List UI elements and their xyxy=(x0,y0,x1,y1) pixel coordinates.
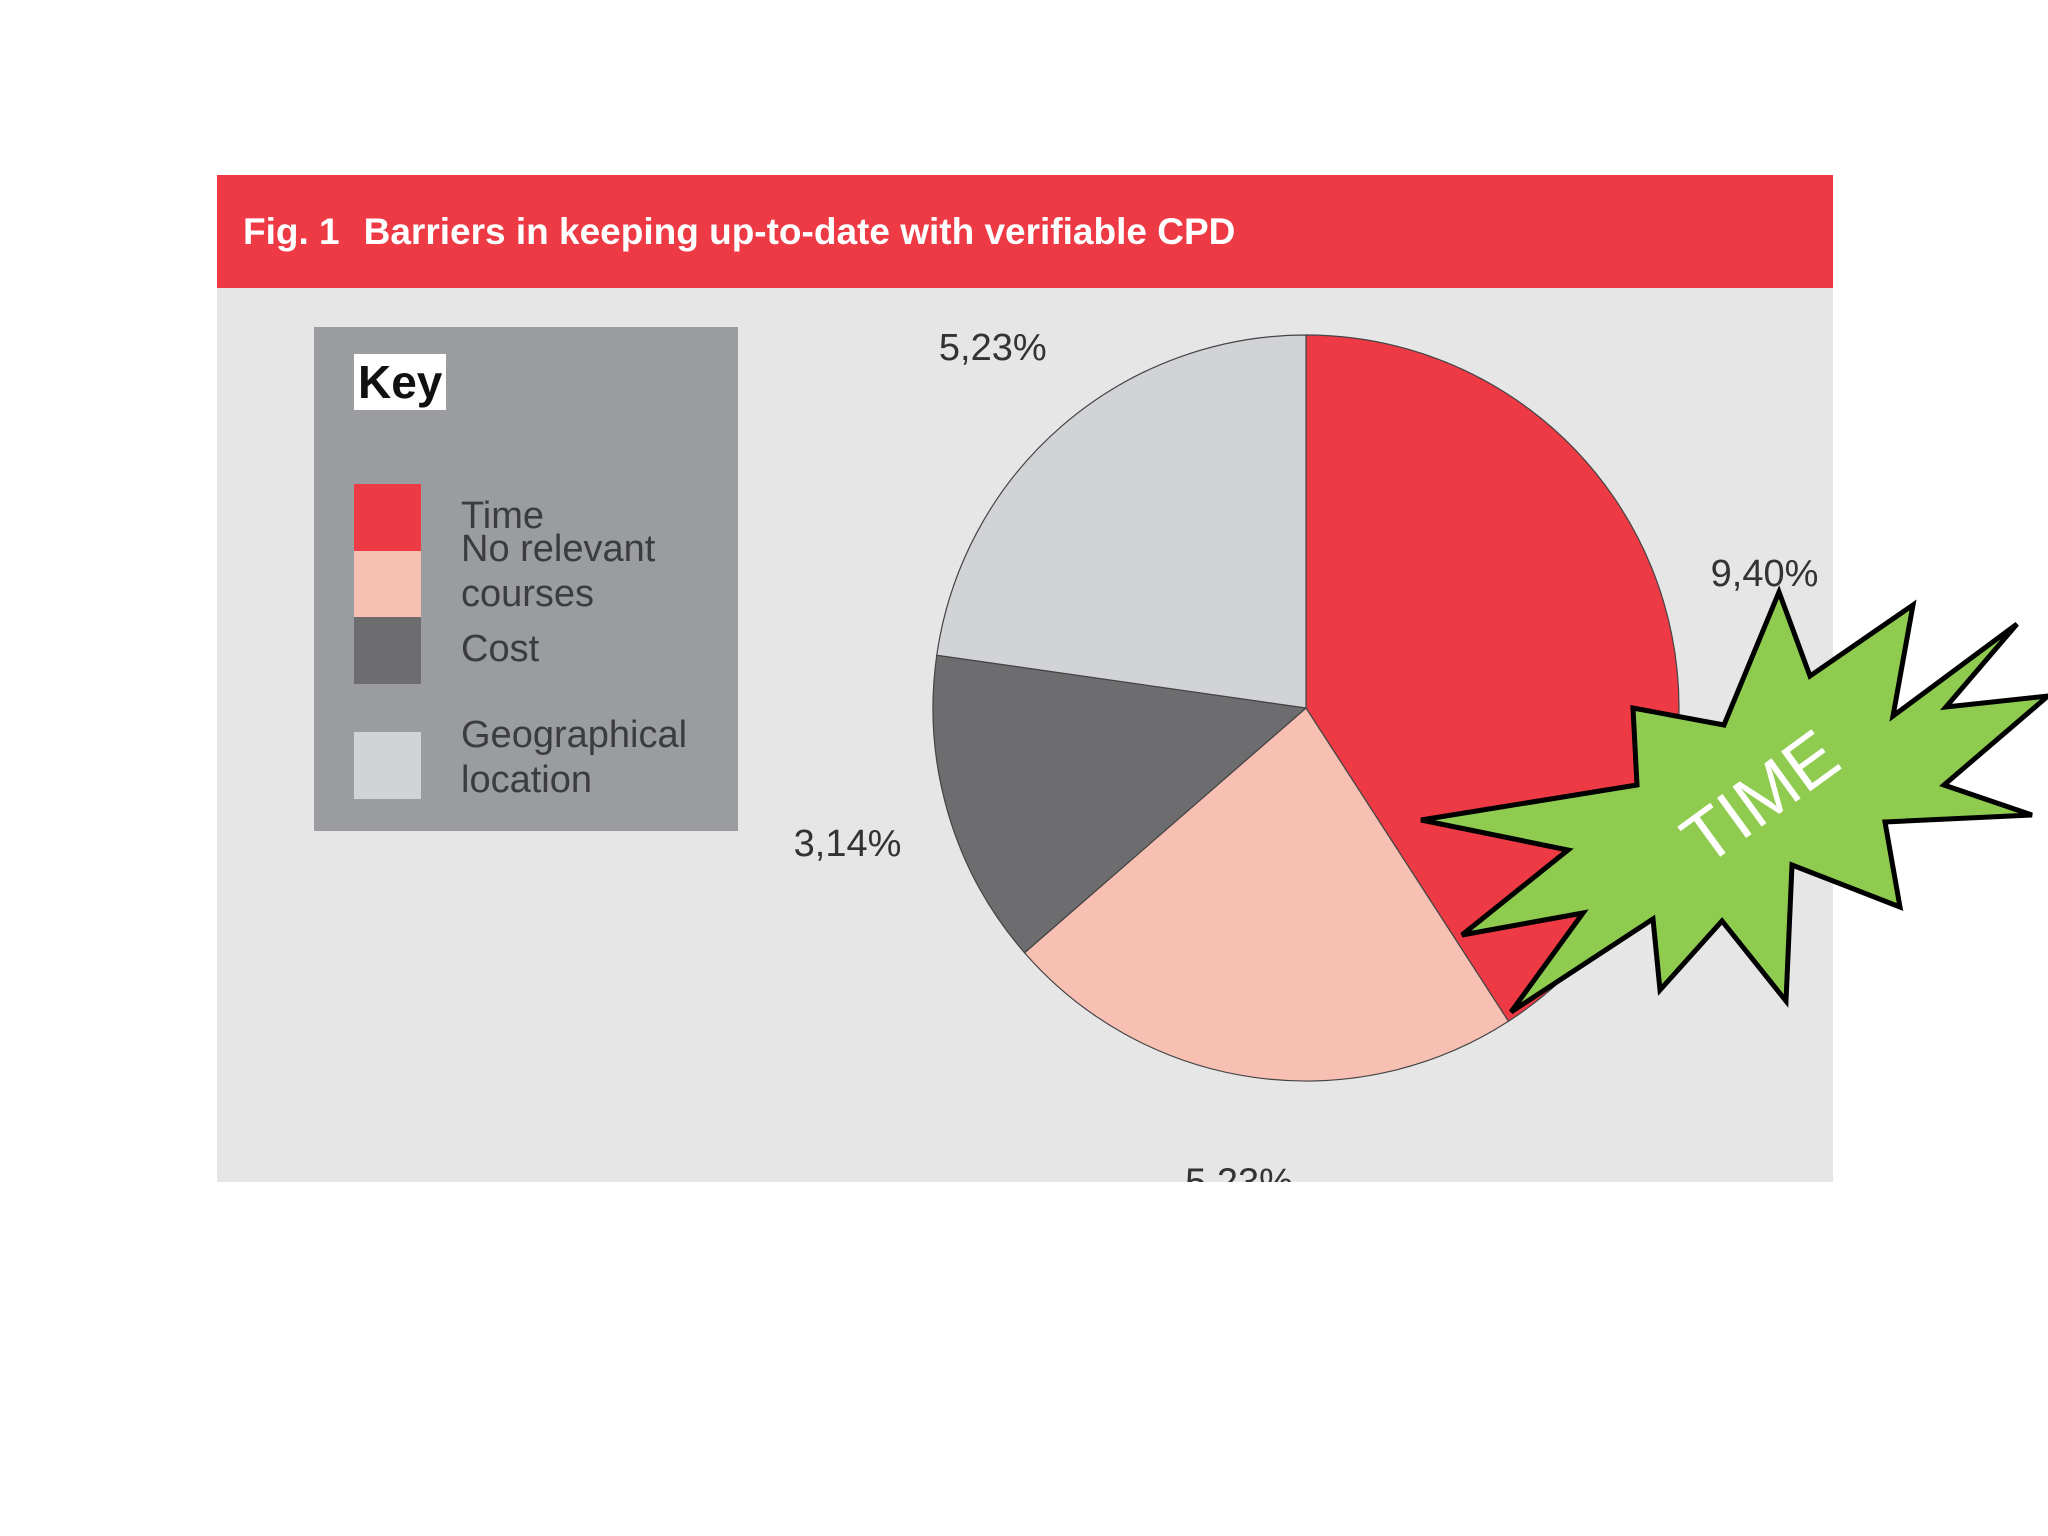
figure-title: Fig. 1 Barriers in keeping up-to-date wit… xyxy=(243,175,1235,288)
legend: Key Time No relevant courses Cost Geogra… xyxy=(314,327,738,831)
legend-title: Key xyxy=(354,354,447,410)
figure-title-text: Barriers in keeping up-to-date with veri… xyxy=(363,211,1236,252)
legend-label-no-relevant-courses: No relevant courses xyxy=(461,528,656,615)
pie-slice-cost xyxy=(932,654,1308,954)
legend-swatch-time xyxy=(354,484,421,551)
pie-label-cost: 3,14% xyxy=(794,823,902,865)
pie-chart: 9,40% 5,23% 3,14% 5,23% xyxy=(794,327,1819,1182)
legend-swatch-geographical-location xyxy=(354,732,421,799)
legend-label-geographical-location: Geographical location xyxy=(461,714,688,801)
figure-number: Fig. 1 xyxy=(243,211,340,252)
legend-label-time: Time xyxy=(461,495,545,537)
pie-slice-no-relevant-courses xyxy=(1023,707,1510,1082)
legend-label-cost: Cost xyxy=(461,628,540,670)
pie-slice-geographical-location xyxy=(936,334,1307,709)
pie-label-no-relevant-courses: 5,23% xyxy=(1185,1161,1293,1182)
figure-panel: Fig. 1 Barriers in keeping up-to-date wit… xyxy=(217,175,1833,1182)
legend-swatch-cost xyxy=(354,617,421,684)
pie-label-geographical-location: 5,23% xyxy=(939,327,1047,369)
pie-label-time: 9,40% xyxy=(1711,553,1819,595)
figure-title-bar: Fig. 1 Barriers in keeping up-to-date wit… xyxy=(217,175,1833,288)
starburst-shape xyxy=(1420,585,2048,1015)
legend-swatch-no-relevant-courses xyxy=(354,551,421,618)
